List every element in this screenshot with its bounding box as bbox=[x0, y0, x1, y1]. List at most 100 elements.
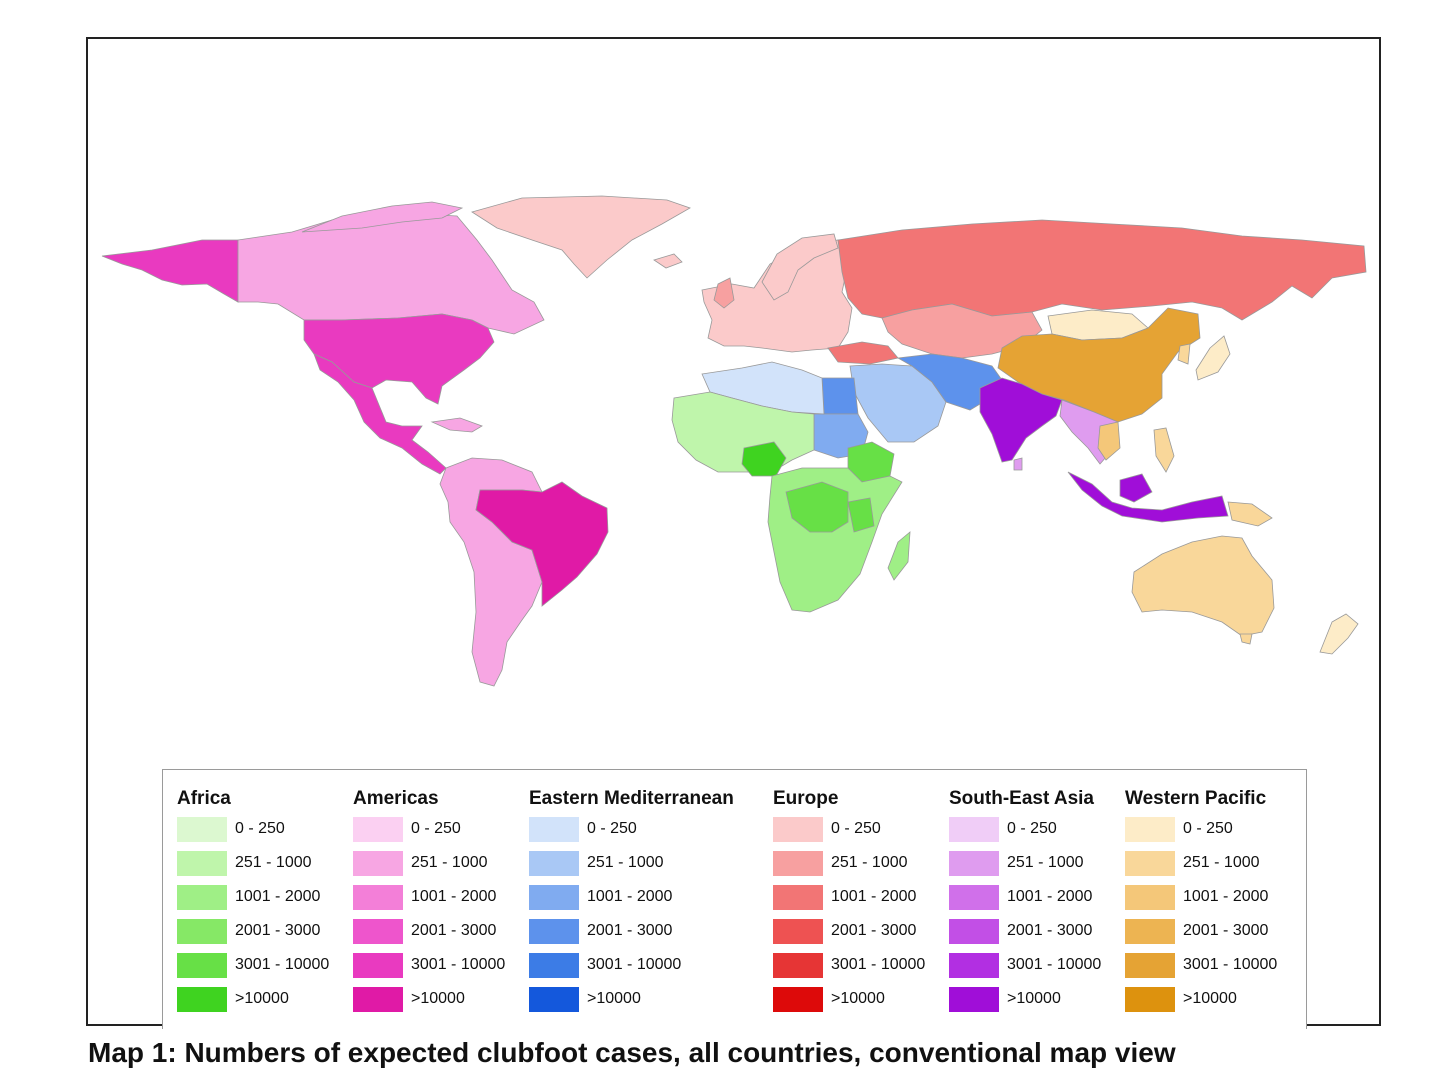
legend-row: 2001 - 3000 bbox=[177, 914, 329, 948]
legend-swatch bbox=[529, 986, 579, 1012]
legend-swatch bbox=[773, 850, 823, 876]
legend-label: 251 - 1000 bbox=[831, 854, 908, 871]
legend-swatch bbox=[177, 918, 227, 944]
legend: Africa 0 - 250 251 - 1000 1001 - 2000 20… bbox=[162, 769, 1307, 1029]
legend-label: 3001 - 10000 bbox=[411, 956, 506, 973]
papua-new-guinea bbox=[1227, 501, 1273, 527]
legend-row: 0 - 250 bbox=[353, 812, 505, 846]
legend-label: 0 - 250 bbox=[831, 820, 881, 837]
legend-title: Americas bbox=[353, 788, 439, 809]
legend-row: 3001 - 10000 bbox=[949, 948, 1101, 982]
legend-label: >10000 bbox=[831, 990, 885, 1007]
vietnam bbox=[1097, 421, 1121, 461]
legend-row: >10000 bbox=[529, 982, 734, 1016]
legend-title: Eastern Mediterranean bbox=[529, 788, 734, 809]
legend-row: 1001 - 2000 bbox=[529, 880, 734, 914]
legend-swatch bbox=[529, 850, 579, 876]
legend-label: 251 - 1000 bbox=[1183, 854, 1260, 871]
legend-row: 1001 - 2000 bbox=[1125, 880, 1277, 914]
legend-row: 2001 - 3000 bbox=[529, 914, 734, 948]
legend-swatch bbox=[529, 884, 579, 910]
legend-row: 251 - 1000 bbox=[529, 846, 734, 880]
middle-east bbox=[849, 363, 947, 443]
legend-row: >10000 bbox=[949, 982, 1101, 1016]
legend-row: 251 - 1000 bbox=[353, 846, 505, 880]
world-map bbox=[101, 195, 1367, 687]
map-caption: Map 1: Numbers of expected clubfoot case… bbox=[88, 1037, 1176, 1068]
legend-label: 1001 - 2000 bbox=[1007, 888, 1093, 905]
legend-swatch bbox=[353, 986, 403, 1012]
legend-row: 0 - 250 bbox=[949, 812, 1101, 846]
legend-label: >10000 bbox=[1183, 990, 1237, 1007]
legend-label: 0 - 250 bbox=[1007, 820, 1057, 837]
tasmania bbox=[1239, 633, 1253, 645]
congo bbox=[785, 481, 849, 533]
legend-title: South-East Asia bbox=[949, 788, 1094, 809]
legend-label: 0 - 250 bbox=[411, 820, 461, 837]
legend-label: 0 - 250 bbox=[587, 820, 637, 837]
legend-row: 251 - 1000 bbox=[177, 846, 329, 880]
legend-swatch bbox=[1125, 850, 1175, 876]
legend-row: 1001 - 2000 bbox=[949, 880, 1101, 914]
legend-swatch bbox=[773, 884, 823, 910]
russia bbox=[837, 219, 1367, 321]
legend-swatch bbox=[949, 884, 999, 910]
legend-row: 3001 - 10000 bbox=[773, 948, 925, 982]
legend-group-europe: Europe 0 - 250 251 - 1000 1001 - 2000 20… bbox=[773, 786, 925, 1016]
legend-title: Western Pacific bbox=[1125, 788, 1267, 809]
legend-row: 3001 - 10000 bbox=[1125, 948, 1277, 982]
legend-row: 1001 - 2000 bbox=[177, 880, 329, 914]
legend-swatch bbox=[353, 918, 403, 944]
legend-group-south-east-asia: South-East Asia 0 - 250 251 - 1000 1001 … bbox=[949, 786, 1101, 1016]
egypt bbox=[821, 377, 859, 415]
madagascar bbox=[887, 531, 911, 581]
greenland bbox=[471, 195, 691, 279]
legend-row: 3001 - 10000 bbox=[177, 948, 329, 982]
legend-row: 251 - 1000 bbox=[773, 846, 925, 880]
legend-label: 2001 - 3000 bbox=[235, 922, 321, 939]
legend-swatch bbox=[773, 952, 823, 978]
legend-swatch bbox=[949, 850, 999, 876]
legend-label: >10000 bbox=[587, 990, 641, 1007]
legend-row: 1001 - 2000 bbox=[773, 880, 925, 914]
legend-label: 2001 - 3000 bbox=[411, 922, 497, 939]
legend-group-africa: Africa 0 - 250 251 - 1000 1001 - 2000 20… bbox=[177, 786, 329, 1016]
india bbox=[979, 377, 1063, 463]
united-kingdom bbox=[713, 277, 735, 309]
legend-swatch bbox=[949, 986, 999, 1012]
legend-label: 251 - 1000 bbox=[235, 854, 312, 871]
australia bbox=[1131, 535, 1275, 637]
tanzania bbox=[847, 497, 875, 533]
legend-row: 251 - 1000 bbox=[1125, 846, 1277, 880]
legend-row: >10000 bbox=[353, 982, 505, 1016]
legend-swatch bbox=[353, 952, 403, 978]
new-zealand bbox=[1319, 613, 1359, 655]
legend-swatch bbox=[1125, 918, 1175, 944]
indonesia bbox=[1067, 471, 1229, 523]
legend-label: 251 - 1000 bbox=[411, 854, 488, 871]
legend-swatch bbox=[773, 816, 823, 842]
legend-swatch bbox=[1125, 986, 1175, 1012]
legend-row: 0 - 250 bbox=[1125, 812, 1277, 846]
legend-swatch bbox=[177, 850, 227, 876]
legend-swatch bbox=[177, 816, 227, 842]
legend-group-americas: Americas 0 - 250 251 - 1000 1001 - 2000 … bbox=[353, 786, 505, 1016]
legend-swatch bbox=[353, 884, 403, 910]
borneo bbox=[1119, 473, 1153, 503]
japan bbox=[1195, 335, 1231, 381]
legend-swatch bbox=[1125, 884, 1175, 910]
legend-row: 3001 - 10000 bbox=[353, 948, 505, 982]
legend-row: 251 - 1000 bbox=[949, 846, 1101, 880]
legend-swatch bbox=[529, 816, 579, 842]
legend-label: 1001 - 2000 bbox=[831, 888, 917, 905]
legend-row: >10000 bbox=[1125, 982, 1277, 1016]
legend-row: 2001 - 3000 bbox=[353, 914, 505, 948]
legend-swatch bbox=[1125, 952, 1175, 978]
legend-swatch bbox=[1125, 816, 1175, 842]
legend-swatch bbox=[177, 884, 227, 910]
iceland bbox=[653, 253, 683, 269]
korea bbox=[1177, 343, 1191, 365]
legend-row: 3001 - 10000 bbox=[529, 948, 734, 982]
legend-row: 2001 - 3000 bbox=[949, 914, 1101, 948]
legend-swatch bbox=[773, 918, 823, 944]
